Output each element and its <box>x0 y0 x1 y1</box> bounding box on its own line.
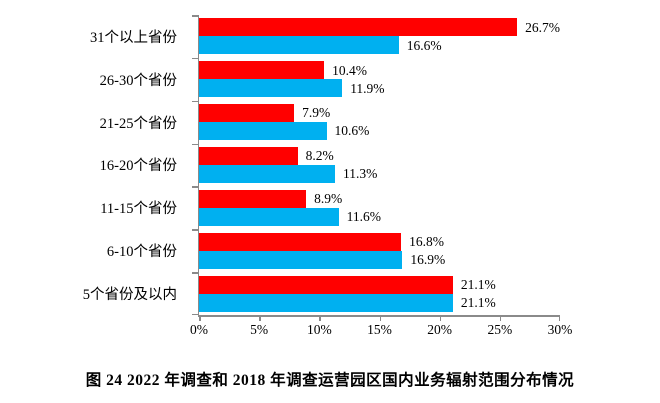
category-group: 10.4% 11.9% <box>199 58 560 101</box>
category-label: 16-20个省份 <box>99 158 177 175</box>
y-axis-tick <box>192 272 199 274</box>
bar-row: 16.9% <box>199 250 560 269</box>
y-axis-tick <box>192 229 199 231</box>
data-label: 16.9% <box>410 251 446 267</box>
data-label: 11.3% <box>342 166 378 182</box>
bar-2018年调查 <box>199 122 327 141</box>
y-axis-tick <box>192 143 199 146</box>
y-axis-tick <box>192 15 199 17</box>
x-tick-label: 5% <box>250 322 269 337</box>
bar-2018年调查 <box>199 250 403 269</box>
data-label: 26.7% <box>525 19 560 35</box>
bar-2022年调查 <box>199 61 325 80</box>
bar-2022年调查 <box>199 146 298 165</box>
bar-row: 10.6% <box>199 122 560 141</box>
bar-2022年调查 <box>199 18 518 37</box>
data-label: 11.6% <box>346 209 381 225</box>
bar-row: 11.6% <box>199 207 560 226</box>
x-axis-tick-labels: 0% 5% 10% 15% 20% 25% 30% <box>190 322 572 342</box>
category-label: 11-15个省份 <box>100 201 177 218</box>
x-axis-line <box>197 315 560 317</box>
y-axis-tick <box>192 100 199 103</box>
bar-row: 7.9% <box>199 104 560 123</box>
data-label: 8.9% <box>314 191 343 207</box>
x-axis-tick <box>439 316 442 321</box>
plot-area: 26.7% 16.6% 10.4% 11.9% 7.9% 10.6% 8.2% 11.3% 8.… <box>192 15 560 321</box>
bar-row: 11.9% <box>199 79 560 98</box>
bar-2022年调查 <box>199 275 453 294</box>
category-group: 8.2% 11.3% <box>199 144 560 187</box>
x-axis-tick <box>259 316 261 321</box>
x-tick-label: 30% <box>547 322 573 337</box>
category-label: 6-10个省份 <box>106 244 177 261</box>
bar-2018年调查 <box>199 164 335 183</box>
bar-row: 21.1% <box>199 293 560 312</box>
bar-2018年调查 <box>199 36 399 55</box>
bar-row: 11.3% <box>199 164 560 183</box>
y-axis-line <box>197 15 199 315</box>
x-axis-tick <box>379 316 381 321</box>
data-label: 16.8% <box>409 233 445 249</box>
bar-row: 16.8% <box>199 232 560 251</box>
y-axis-tick <box>192 313 199 315</box>
data-label: 10.4% <box>332 62 368 78</box>
y-axis-category-labels: 31个以上省份 26-30个省份 21-25个省份 16-20个省份 11-15个省份 6… <box>0 15 188 315</box>
x-tick-label: 15% <box>367 322 392 337</box>
x-axis-tick <box>558 316 560 321</box>
bar-row: 8.9% <box>199 189 560 208</box>
category-group: 26.7% 16.6% <box>199 15 560 58</box>
x-tick-label: 20% <box>427 322 453 337</box>
data-label: 7.9% <box>302 105 331 121</box>
x-axis-tick <box>499 316 502 321</box>
data-label: 10.6% <box>334 123 370 139</box>
bar-row: 16.6% <box>199 36 560 55</box>
data-label: 8.2% <box>305 148 334 164</box>
bar-2022年调查 <box>199 189 307 208</box>
data-label: 11.9% <box>350 80 385 96</box>
x-tick-label: 25% <box>487 322 513 337</box>
data-label: 21.1% <box>460 294 496 310</box>
bar-row: 21.1% <box>199 275 560 294</box>
x-tick-label: 10% <box>306 322 332 337</box>
chart-caption: 图 24 2022 年调查和 2018 年调查运营园区国内业务辐射范围分布情况 <box>85 372 575 389</box>
category-group: 21.1% 21.1% <box>199 272 560 315</box>
category-label: 21-25个省份 <box>99 115 177 132</box>
category-label: 26-30个省份 <box>99 72 177 89</box>
bar-row: 26.7% <box>199 18 560 37</box>
data-label: 21.1% <box>460 276 496 292</box>
data-label: 16.6% <box>406 37 442 53</box>
category-label: 5个省份及以内 <box>82 287 177 304</box>
bar-2022年调查 <box>199 232 402 251</box>
x-axis-tick <box>319 316 321 321</box>
bar-2022年调查 <box>199 104 295 123</box>
bar-2018年调查 <box>199 207 339 226</box>
bar-2018年调查 <box>199 79 343 98</box>
bar-2018年调查 <box>199 293 453 312</box>
y-axis-tick <box>192 57 199 60</box>
bar-row: 10.4% <box>199 61 560 80</box>
category-group: 8.9% 11.6% <box>199 186 560 229</box>
category-group: 7.9% 10.6% <box>199 101 560 144</box>
x-axis-tick <box>199 316 201 321</box>
bar-row: 8.2% <box>199 146 560 165</box>
category-group: 16.8% 16.9% <box>199 229 560 272</box>
x-tick-label: 0% <box>190 322 208 337</box>
y-axis-tick <box>192 186 199 188</box>
category-label: 31个以上省份 <box>90 29 177 46</box>
